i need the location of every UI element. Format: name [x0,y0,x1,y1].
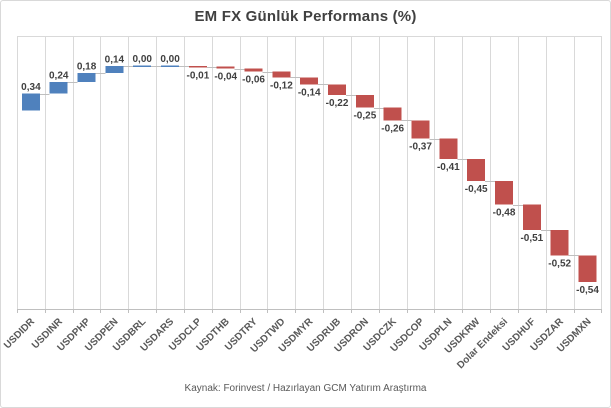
value-label-USDMYR: -0,14 [298,87,321,98]
bar-USDMXN [578,255,597,283]
value-label-USDZAR: -0,52 [548,258,571,269]
bar-USDBRL [133,65,152,67]
bar-USDTWD [272,71,291,78]
bar-USDINR [49,81,68,94]
bar-USDARS [161,65,180,67]
bar-USDCLP [188,66,207,68]
value-label-USDTWD: -0,12 [270,80,293,91]
bar-USDPHP [77,73,96,82]
value-label-USDBRL: 0,00 [133,54,153,65]
chart-title: EM FX Günlük Performans (%) [194,8,417,25]
value-label-USDINR: 0,24 [49,70,69,81]
bar-USDTRY [244,68,263,72]
value-label-USDTHB: -0,04 [214,72,237,83]
bar-USDZAR [550,229,569,256]
value-label-USDCLP: -0,01 [186,71,209,82]
value-label-USDRON: -0,25 [353,111,376,122]
value-label-Dolar Endeksi: -0,48 [493,208,516,219]
bar-USDHUF [522,204,541,230]
value-label-USDTRY: -0,06 [242,75,265,86]
source-caption: Kaynak: Forinvest / Hazırlayan GCM Yatır… [184,383,427,394]
value-label-USDIDR: 0,34 [21,82,41,93]
bar-USDTHB [216,66,235,69]
bar-USDPLN [439,138,458,159]
bar-USDRON [355,95,374,108]
bar-USDCZK [383,107,402,121]
value-label-USDCOP: -0,37 [409,142,432,153]
value-label-USDARS: 0,00 [160,54,180,65]
value-label-USDPHP: 0,18 [77,62,97,73]
value-label-USDMXN: -0,54 [576,285,599,296]
bar-USDMYR [300,77,319,85]
value-label-USDPEN: 0,14 [105,55,125,66]
value-label-USDCZK: -0,26 [381,123,404,134]
value-label-USDRUB: -0,22 [326,98,349,109]
bar-USDRUB [328,84,347,96]
bar-USDCOP [411,120,430,139]
value-label-USDHUF: -0,51 [520,233,543,244]
bar-USDPEN [105,66,124,74]
value-label-USDKRW: -0,45 [465,184,488,195]
bar-USDKRW [467,158,486,181]
value-label-USDPLN: -0,41 [437,162,460,173]
bar-Dolar Endeksi [495,180,514,205]
bar-USDIDR [21,93,40,111]
